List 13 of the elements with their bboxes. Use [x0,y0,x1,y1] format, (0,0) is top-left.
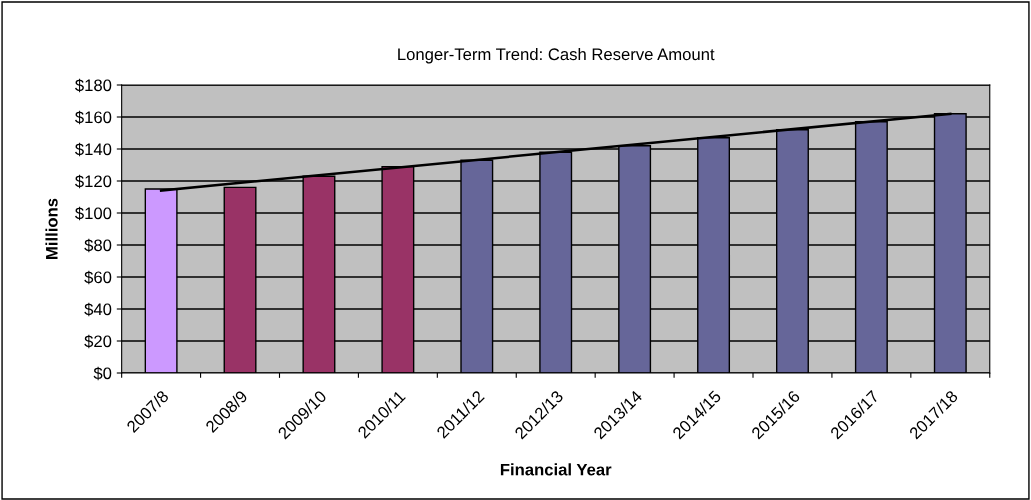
y-tick-label: $160 [75,110,112,125]
y-tick-label: $80 [84,238,112,253]
y-axis-title: Millions [45,198,58,259]
y-tick-label: $0 [93,366,112,381]
y-tick-label: $140 [75,142,112,157]
y-tick-label: $100 [75,206,112,221]
y-tick-label: $60 [84,270,112,285]
y-tick-label: $20 [84,334,112,349]
chart-title: Longer-Term Trend: Cash Reserve Amount [398,47,715,64]
y-tick-label: $120 [75,174,112,189]
x-axis-title: Financial Year [500,463,612,476]
y-tick-label: $40 [84,302,112,317]
y-tick-label: $180 [75,78,112,93]
